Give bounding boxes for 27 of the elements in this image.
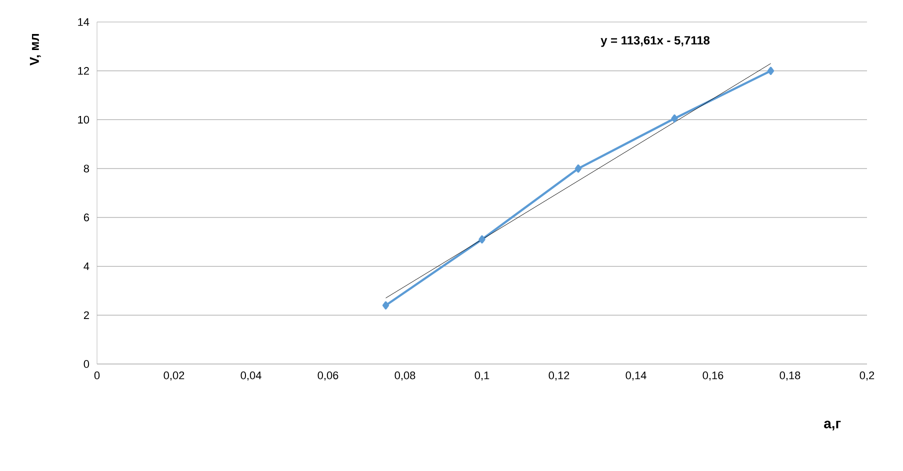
point bbox=[478, 235, 486, 244]
y-tick-label: 6 bbox=[84, 214, 90, 222]
y-axis-title: V, мл bbox=[30, 34, 41, 66]
x-tick-label: 0,2 bbox=[860, 372, 874, 381]
x-tick-label: 0,14 bbox=[626, 372, 646, 381]
x-axis-title: а,г bbox=[824, 420, 841, 430]
point bbox=[671, 114, 678, 123]
y-tick-label: 10 bbox=[78, 116, 90, 124]
point bbox=[574, 164, 582, 173]
y-tick-label: 0 bbox=[84, 360, 90, 368]
x-tick-label: 0,18 bbox=[780, 372, 800, 381]
y-tick-label: 12 bbox=[78, 67, 89, 75]
y-tick-label: 2 bbox=[84, 311, 89, 319]
x-tick-label: 0,04 bbox=[240, 372, 262, 381]
x-tick-label: 0,16 bbox=[702, 372, 724, 381]
y-tick-label: 4 bbox=[84, 262, 90, 270]
x-tick-label: 0,1 bbox=[474, 372, 490, 381]
point bbox=[382, 301, 390, 310]
x-tick-label: 0 bbox=[94, 372, 100, 380]
y-tick-label: 8 bbox=[84, 164, 90, 172]
y-tick-label: 14 bbox=[78, 18, 90, 26]
x-tick-label: 0,12 bbox=[548, 372, 570, 381]
x-tick-label: 0,06 bbox=[318, 372, 338, 381]
annotation: y = 113,61x - 5,7118 bbox=[600, 36, 710, 47]
point bbox=[767, 66, 774, 75]
x-tick-label: 0,08 bbox=[394, 372, 416, 381]
x-tick-label: 0,02 bbox=[164, 372, 184, 381]
